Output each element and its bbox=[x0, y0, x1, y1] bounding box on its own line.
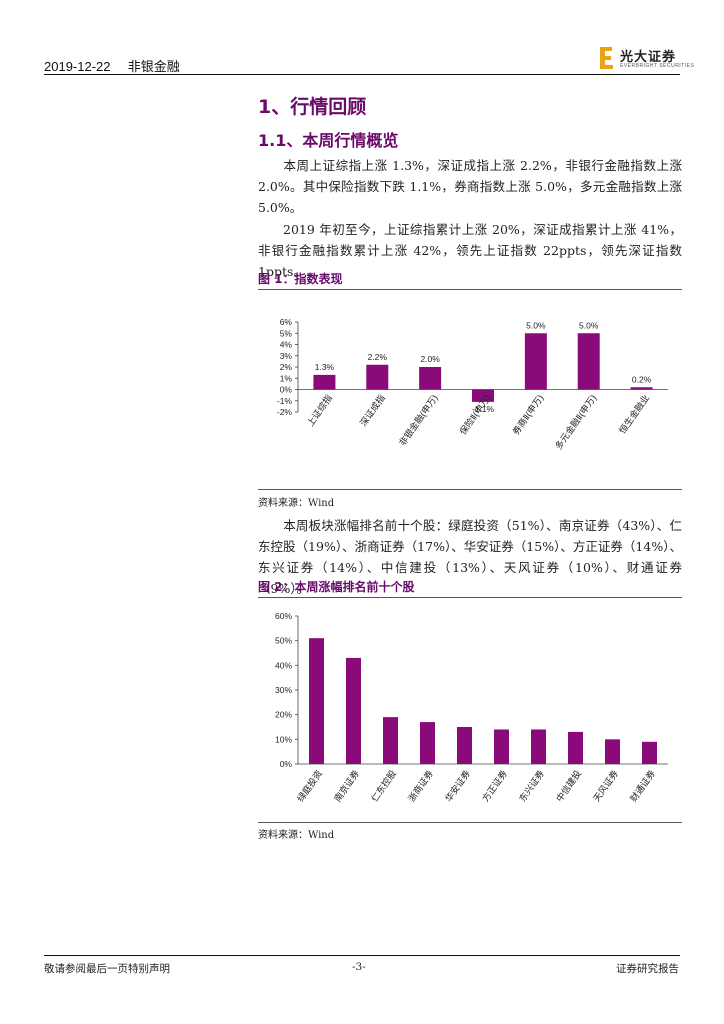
brand-name: 光大证券 bbox=[620, 50, 677, 65]
chart2-bar bbox=[642, 741, 657, 764]
chart1-category-label: 券商Ⅱ(申万) bbox=[510, 392, 546, 436]
chart1-y-tick-label: 3% bbox=[280, 351, 293, 361]
paragraph-weekly-overview: 本周上证综指上涨 1.3%，深证成指上涨 2.2%，非银行金融指数上涨 2.0%… bbox=[258, 158, 682, 215]
figure-1-source: 资料来源：Wind bbox=[258, 498, 335, 509]
figure-2-title: 图 2：本周涨幅排名前十个股 bbox=[258, 580, 415, 594]
footer-report-type: 证券研究报告 bbox=[616, 963, 679, 975]
subsection-heading: 1.1、本周行情概览 bbox=[258, 131, 399, 150]
figure-2-top-rule bbox=[258, 597, 682, 598]
chart1-data-label: 0.2% bbox=[632, 374, 652, 384]
chart1-y-tick-label: -1% bbox=[277, 396, 293, 406]
chart1-y-tick-label: 6% bbox=[280, 317, 293, 327]
chart1-category-label: 上证综指 bbox=[304, 392, 334, 428]
figure-2-source: 资料来源：Wind bbox=[258, 830, 335, 841]
chart2-category-label: 华安证券 bbox=[442, 768, 472, 804]
chart2-bar bbox=[531, 729, 546, 764]
paragraph-ytd-performance: 2019 年初至今，上证综指累计上涨 20%，深证成指累计上涨 41%，非银行金… bbox=[258, 222, 682, 279]
chart1-bar bbox=[524, 333, 547, 390]
chart2-category-label: 南京证券 bbox=[331, 768, 361, 804]
report-date-category: 2019-12-22 非银金融 bbox=[44, 56, 180, 75]
chart1-data-label: 5.0% bbox=[579, 320, 599, 330]
chart1-bar bbox=[630, 387, 653, 390]
paragraph-top-ten-stocks: 本周板块涨幅排名前十个股：绿庭投资（51%）、南京证券（43%）、仁东控股（19… bbox=[258, 518, 682, 596]
chart1-y-tick-label: 4% bbox=[280, 340, 293, 350]
chart1-y-tick-label: 0% bbox=[280, 385, 293, 395]
chart1-data-label: -1.1% bbox=[472, 404, 495, 414]
chart1-data-label: 2.2% bbox=[368, 352, 388, 362]
chart2-bar bbox=[494, 729, 509, 764]
chart1-bar bbox=[577, 333, 600, 390]
chart1-y-tick-label: 5% bbox=[280, 328, 293, 338]
chart2-category-label: 东兴证券 bbox=[516, 768, 546, 804]
chart2-bar bbox=[457, 727, 472, 764]
chart2-bar bbox=[346, 657, 361, 764]
chart2-bar bbox=[605, 739, 620, 764]
report-date: 2019-12-22 bbox=[44, 59, 111, 74]
figure-1-bottom-rule bbox=[258, 489, 682, 490]
chart2-category-label: 浙商证券 bbox=[405, 768, 435, 804]
chart2-category-label: 财通证券 bbox=[627, 768, 657, 804]
chart2-bar bbox=[568, 731, 583, 764]
everbright-logo bbox=[600, 47, 613, 69]
chart1-bar bbox=[313, 374, 336, 390]
figure-1-top-rule bbox=[258, 289, 682, 290]
chart2-category-label: 绿庭投资 bbox=[294, 768, 324, 804]
chart2-category-label: 方正证券 bbox=[479, 768, 509, 804]
footer-disclaimer: 敬请参阅最后一页特别声明 bbox=[44, 963, 170, 975]
figure-1-title: 图 1：指数表现 bbox=[258, 272, 343, 286]
chart2-y-tick-label: 0% bbox=[280, 759, 293, 769]
chart2-y-tick-label: 10% bbox=[275, 734, 292, 744]
chart2-bar bbox=[383, 717, 398, 764]
brand-name-en: EVERBRIGHT SECURITIES bbox=[620, 63, 695, 69]
chart1-bar bbox=[472, 389, 494, 402]
chart1-category-label: 恒生金融业 bbox=[616, 392, 651, 435]
chart1-data-label: 1.3% bbox=[315, 362, 335, 372]
chart2-y-tick-label: 30% bbox=[275, 685, 292, 695]
chart1-bar bbox=[419, 367, 442, 390]
chart1-data-label: 5.0% bbox=[526, 320, 546, 330]
chart2-y-tick-label: 40% bbox=[275, 660, 292, 670]
chart1-y-tick-label: 2% bbox=[280, 362, 293, 372]
figure-2-bottom-rule bbox=[258, 822, 682, 823]
chart2-y-tick-label: 60% bbox=[275, 611, 292, 621]
chart2-bar bbox=[309, 638, 324, 764]
header-rule bbox=[44, 74, 680, 75]
index-performance-chart: 6%5% 4%3%2%1% 0%-1%-2% 1.3% 上证综指 2.2% 深证成指 2.0%… bbox=[277, 317, 668, 451]
chart1-data-label: 2.0% bbox=[420, 354, 440, 364]
chart2-bar bbox=[420, 722, 435, 764]
chart2-category-label: 中信建投 bbox=[553, 768, 583, 804]
footer-rule bbox=[44, 955, 680, 956]
chart2-category-label: 天风证券 bbox=[590, 768, 620, 804]
chart1-bar bbox=[366, 364, 389, 390]
chart1-category-label: 非银金融(申万) bbox=[396, 392, 439, 447]
chart2-category-label: 仁东控股 bbox=[368, 768, 398, 804]
section-heading: 1、行情回顾 bbox=[258, 96, 367, 118]
chart1-category-label: 多元金融Ⅱ(申万) bbox=[552, 392, 598, 451]
chart2-y-tick-label: 20% bbox=[275, 710, 292, 720]
report-category: 非银金融 bbox=[127, 59, 180, 74]
chart2-y-tick-label: 50% bbox=[275, 636, 292, 646]
chart1-y-tick-label: 1% bbox=[280, 373, 293, 383]
chart1-category-label: 深证成指 bbox=[357, 392, 387, 428]
top-ten-gainers-chart: 60% 50% 40% 30% 20% 10% 0%绿庭投资 南京证券 仁东控股 浙商证券 华安证券… bbox=[275, 611, 668, 804]
chart1-y-tick-label: -2% bbox=[277, 407, 293, 417]
page-number: -3- bbox=[352, 961, 366, 973]
